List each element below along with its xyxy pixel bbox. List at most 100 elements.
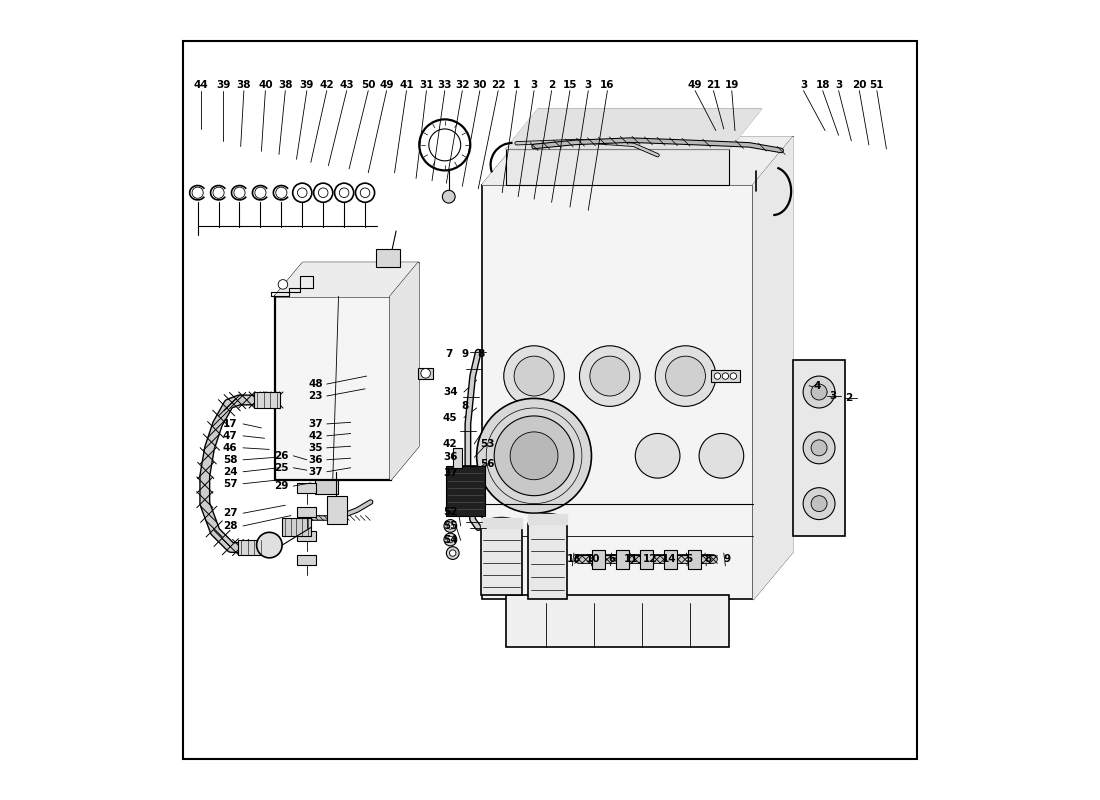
Text: 24: 24 <box>223 466 238 477</box>
Bar <box>688 550 701 569</box>
Text: 42: 42 <box>443 439 458 449</box>
Text: 15: 15 <box>563 80 578 90</box>
Text: 31: 31 <box>419 80 433 90</box>
Text: 27: 27 <box>223 508 238 518</box>
Circle shape <box>590 356 629 396</box>
Bar <box>640 550 652 569</box>
Circle shape <box>355 183 375 202</box>
Circle shape <box>293 183 311 202</box>
Text: 58: 58 <box>223 454 238 465</box>
Circle shape <box>442 190 455 203</box>
Text: 1: 1 <box>513 80 520 90</box>
Circle shape <box>514 356 554 396</box>
Circle shape <box>811 440 827 456</box>
Text: 57: 57 <box>223 478 238 489</box>
Circle shape <box>730 373 737 379</box>
Circle shape <box>444 533 456 546</box>
Circle shape <box>580 346 640 406</box>
Text: 8: 8 <box>477 349 485 358</box>
Bar <box>506 595 729 647</box>
Text: 3: 3 <box>829 391 837 401</box>
Text: 35: 35 <box>308 443 322 453</box>
Circle shape <box>255 187 266 198</box>
Bar <box>592 550 605 569</box>
Circle shape <box>510 432 558 480</box>
Text: 51: 51 <box>870 80 884 90</box>
Circle shape <box>803 432 835 464</box>
Text: 8: 8 <box>704 554 712 565</box>
Text: 3: 3 <box>800 80 807 90</box>
Circle shape <box>811 496 827 512</box>
Bar <box>453 448 462 468</box>
Circle shape <box>297 188 307 198</box>
Text: 2: 2 <box>845 394 853 403</box>
Circle shape <box>666 356 705 396</box>
Text: 21: 21 <box>706 80 721 90</box>
Text: 32: 32 <box>455 80 470 90</box>
Circle shape <box>213 187 224 198</box>
Text: 12: 12 <box>644 554 658 565</box>
Text: 46: 46 <box>223 443 238 453</box>
Circle shape <box>450 550 455 556</box>
Text: 18: 18 <box>815 80 829 90</box>
Circle shape <box>421 369 430 378</box>
Circle shape <box>256 532 282 558</box>
Text: 2: 2 <box>548 80 556 90</box>
Text: 5: 5 <box>685 554 692 565</box>
Text: 20: 20 <box>852 80 867 90</box>
Circle shape <box>700 434 744 478</box>
Text: 39: 39 <box>216 80 230 90</box>
Text: 43: 43 <box>340 80 354 90</box>
Bar <box>616 550 629 569</box>
Bar <box>282 518 311 535</box>
Text: 3: 3 <box>584 80 592 90</box>
Circle shape <box>334 183 354 202</box>
Polygon shape <box>506 109 761 149</box>
Text: 36: 36 <box>308 454 322 465</box>
Circle shape <box>234 187 245 198</box>
Text: 56: 56 <box>480 458 494 469</box>
Text: 49: 49 <box>688 80 702 90</box>
Bar <box>297 507 317 517</box>
Circle shape <box>811 384 827 400</box>
Text: 6: 6 <box>608 554 616 565</box>
Text: 16: 16 <box>601 80 615 90</box>
Bar <box>447 466 485 515</box>
Text: 52: 52 <box>443 506 458 517</box>
Circle shape <box>448 522 453 529</box>
Circle shape <box>448 536 453 542</box>
Text: 3: 3 <box>835 80 843 90</box>
Bar <box>376 250 400 267</box>
Bar <box>316 480 338 494</box>
Circle shape <box>714 373 720 379</box>
Text: 29: 29 <box>274 481 288 491</box>
Text: 53: 53 <box>480 439 494 449</box>
Polygon shape <box>390 263 418 480</box>
Text: 41: 41 <box>399 80 414 90</box>
Text: 47: 47 <box>222 431 238 441</box>
Circle shape <box>429 129 461 161</box>
Bar <box>711 370 739 382</box>
Text: 19: 19 <box>725 80 739 90</box>
Text: 10: 10 <box>586 554 601 565</box>
Circle shape <box>636 434 680 478</box>
Text: 50: 50 <box>361 80 375 90</box>
Circle shape <box>276 187 287 198</box>
Circle shape <box>278 280 288 289</box>
Text: 7: 7 <box>446 349 453 358</box>
Bar <box>239 539 264 555</box>
Text: 36: 36 <box>443 452 458 462</box>
Bar <box>297 483 317 494</box>
Circle shape <box>444 519 456 532</box>
Circle shape <box>447 546 459 559</box>
Text: 42: 42 <box>308 431 322 441</box>
Circle shape <box>803 376 835 408</box>
Bar <box>664 550 676 569</box>
Text: 9: 9 <box>462 349 469 358</box>
Text: 28: 28 <box>223 521 238 531</box>
Circle shape <box>192 187 204 198</box>
Bar <box>297 554 317 565</box>
Text: 42: 42 <box>319 80 334 90</box>
Text: 37: 37 <box>308 466 322 477</box>
Bar <box>481 527 522 595</box>
